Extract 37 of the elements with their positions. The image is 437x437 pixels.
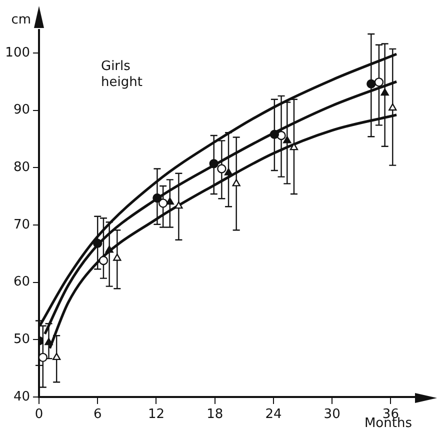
point [217,164,226,174]
point [158,198,168,208]
point [174,201,183,209]
x-tick-label: 24 [265,407,282,422]
point [388,103,397,111]
y-tick-label: 40 [13,389,30,404]
point [366,79,376,89]
x-axis-title: Months [364,416,412,431]
point [105,246,114,253]
y-tick-label: 90 [13,102,30,118]
point [98,256,108,266]
annotation: Girls height [101,58,142,90]
point [290,142,298,150]
x-tick-label: 18 [206,407,224,422]
y-tick-label: 80 [13,160,30,175]
point [283,136,292,144]
point [44,338,53,346]
x-tick-label: 12 [148,407,165,422]
y-tick-label: 70 [13,217,30,232]
y-axis-title: cm [11,12,31,28]
x-tick-label: 6 [93,407,102,422]
x-tick-label: 0 [34,407,44,422]
x-tick-label: 30 [324,407,340,422]
point [374,78,384,87]
point [52,352,61,360]
point [270,130,280,139]
point [39,352,48,362]
y-tick-label: 100 [5,45,30,60]
y-tick-label: 60 [13,274,30,290]
point [224,168,233,176]
y-tick-label: 50 [13,332,30,348]
point [93,238,102,248]
point [380,88,389,96]
point [232,179,240,186]
point [152,193,162,203]
point [209,159,218,168]
point [113,254,122,261]
